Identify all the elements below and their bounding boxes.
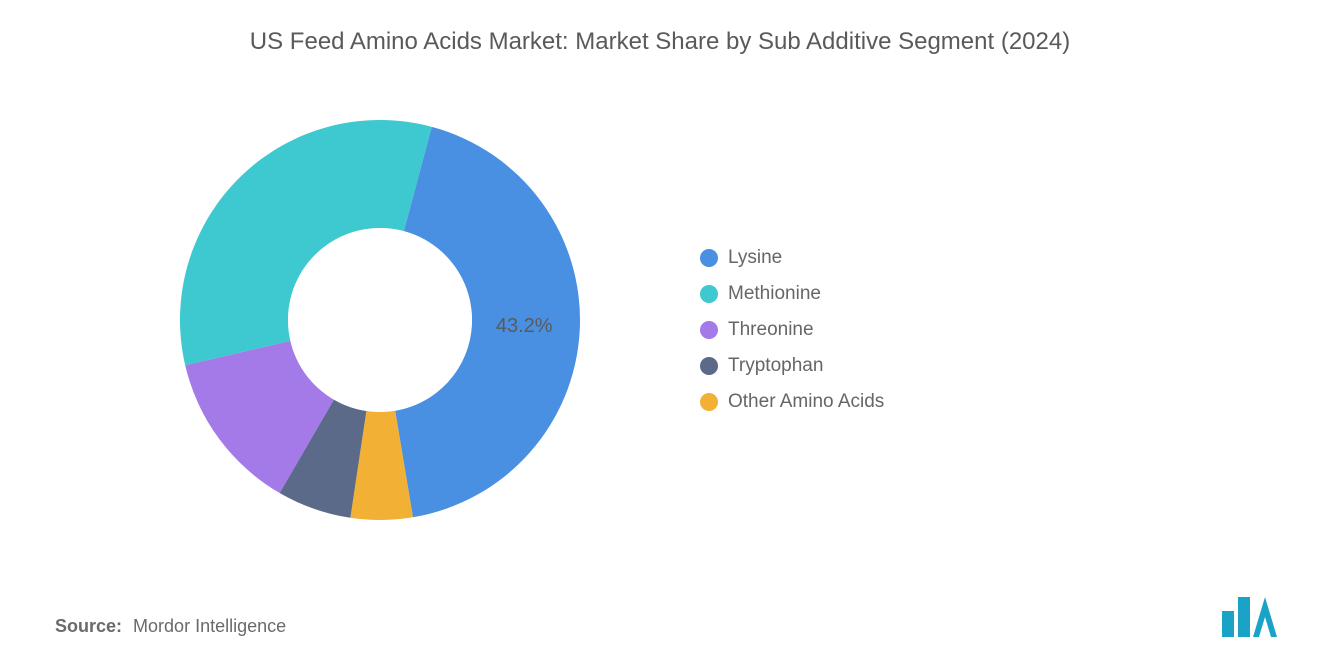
legend-dot-icon [700, 285, 718, 303]
source-label: Source: [55, 616, 122, 636]
legend-item-methionine: Methionine [700, 276, 884, 312]
legend-label: Methionine [728, 276, 821, 312]
mordor-logo-icon [1220, 593, 1280, 637]
donut-chart: 43.2% [150, 90, 610, 550]
chart-legend: LysineMethionineThreonineTryptophanOther… [700, 240, 884, 420]
legend-dot-icon [700, 357, 718, 375]
slice-label-lysine: 43.2% [496, 315, 553, 338]
legend-item-other-amino-acids: Other Amino Acids [700, 384, 884, 420]
legend-dot-icon [700, 393, 718, 411]
legend-dot-icon [700, 249, 718, 267]
legend-item-lysine: Lysine [700, 240, 884, 276]
legend-item-tryptophan: Tryptophan [700, 348, 884, 384]
donut-hole [288, 228, 472, 412]
legend-label: Other Amino Acids [728, 384, 884, 420]
source-attribution: Source: Mordor Intelligence [55, 616, 286, 637]
legend-label: Threonine [728, 312, 814, 348]
source-value: Mordor Intelligence [133, 616, 286, 636]
legend-label: Tryptophan [728, 348, 823, 384]
legend-label: Lysine [728, 240, 782, 276]
legend-dot-icon [700, 321, 718, 339]
chart-title: US Feed Amino Acids Market: Market Share… [0, 28, 1320, 56]
legend-item-threonine: Threonine [700, 312, 884, 348]
